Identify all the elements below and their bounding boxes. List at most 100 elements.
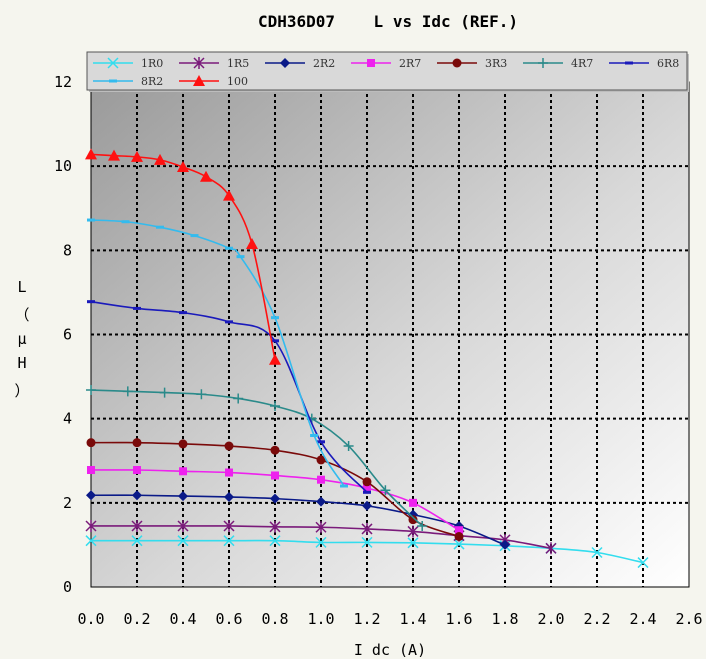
- data-point: [271, 316, 279, 320]
- x-tick-label: 0.6: [215, 610, 242, 628]
- data-point: [343, 441, 354, 452]
- legend-marker: [280, 58, 290, 68]
- data-point: [408, 515, 418, 525]
- legend-label: 1R5: [227, 57, 249, 70]
- data-point: [315, 536, 327, 548]
- data-point: [131, 535, 143, 547]
- x-tick-label: 2.6: [675, 610, 702, 628]
- data-point: [159, 387, 170, 398]
- data-point: [310, 434, 319, 437]
- data-point: [269, 353, 281, 365]
- legend-marker: [193, 57, 205, 69]
- data-point: [270, 445, 280, 455]
- series-group: [85, 148, 649, 569]
- y-axis-label-char: μ: [17, 330, 26, 348]
- data-point: [315, 521, 327, 534]
- data-point: [190, 234, 199, 238]
- legend-item-8R2: 8R2: [93, 75, 163, 88]
- legend-item-4R7: 4R7: [523, 57, 593, 70]
- legend-item-100: 100: [179, 75, 248, 88]
- data-point: [177, 519, 189, 532]
- data-point: [233, 393, 244, 404]
- x-axis-label: I dc (A): [354, 641, 426, 659]
- data-point: [271, 339, 279, 343]
- data-point: [177, 161, 189, 173]
- x-tick-label: 1.0: [307, 610, 334, 628]
- data-point: [154, 153, 166, 165]
- x-tick-label: 2.0: [537, 610, 564, 628]
- series-8R2: [87, 218, 348, 488]
- data-point: [178, 439, 188, 449]
- data-point: [316, 496, 326, 507]
- data-point: [223, 519, 235, 532]
- data-point: [223, 189, 235, 201]
- data-point: [131, 150, 143, 162]
- y-axis-label-char: L: [17, 278, 26, 296]
- data-point: [409, 498, 417, 507]
- y-tick-label: 10: [54, 157, 72, 175]
- axis-ticks: 0.0 0.2 0.4 0.6 0.8 1.0 1.2 1.4 1.6 1.8 2.0 2.2 2.4 2…: [54, 73, 703, 628]
- data-point: [177, 535, 189, 547]
- legend-label: 4R7: [571, 57, 593, 70]
- axis-labels: I dc (A) L （ μH ）: [14, 278, 426, 659]
- legend-item-2R2: 2R2: [265, 57, 335, 70]
- data-point: [108, 149, 120, 161]
- data-point: [317, 475, 325, 484]
- legend-marker: [452, 58, 462, 68]
- plot-area: [90, 81, 690, 588]
- data-point: [179, 311, 187, 315]
- data-point: [85, 148, 97, 160]
- data-point: [269, 520, 281, 533]
- data-point: [270, 401, 280, 412]
- x-tick-label: 0.4: [169, 610, 196, 628]
- x-tick-label: 1.8: [491, 610, 518, 628]
- data-point: [86, 490, 96, 501]
- legend-item-6R8: 6R8: [609, 57, 679, 70]
- legend-label: 100: [227, 75, 248, 88]
- data-point: [317, 440, 325, 444]
- series-100: [85, 148, 281, 365]
- legend-box: [86, 51, 688, 91]
- data-point: [179, 467, 187, 476]
- data-point: [340, 484, 348, 488]
- data-point: [133, 306, 141, 310]
- series-line-2R2: [90, 494, 506, 546]
- y-tick-label: 12: [54, 73, 72, 91]
- data-point: [122, 386, 133, 397]
- data-point: [85, 519, 97, 532]
- legend-label: 6R8: [657, 57, 679, 70]
- legend-label: 1R0: [141, 57, 163, 70]
- y-tick-label: 8: [63, 241, 72, 259]
- legend-marker: [193, 75, 205, 86]
- data-point: [453, 538, 465, 550]
- data-point: [363, 484, 371, 493]
- data-point: [196, 389, 207, 400]
- data-point: [223, 535, 235, 547]
- data-point: [362, 477, 372, 487]
- series-2R2: [86, 490, 510, 550]
- data-point: [269, 535, 281, 547]
- data-point: [131, 519, 143, 532]
- data-point: [407, 525, 419, 538]
- legend-item-1R5: 1R5: [179, 57, 249, 70]
- x-tick-label: 2.2: [583, 610, 610, 628]
- x-tick-label: 0.0: [77, 610, 104, 628]
- data-point: [87, 218, 95, 222]
- y-tick-label: 2: [63, 494, 72, 512]
- y-axis-label-char: （: [14, 306, 29, 324]
- data-point: [132, 438, 142, 448]
- data-point: [246, 238, 258, 250]
- data-point: [361, 536, 373, 548]
- legend-label: 3R3: [485, 57, 507, 70]
- data-point: [85, 535, 97, 547]
- data-point: [316, 455, 326, 465]
- data-point: [363, 490, 371, 494]
- data-point: [132, 490, 142, 501]
- data-point: [225, 320, 233, 324]
- series-3R3: [86, 438, 464, 541]
- data-point: [454, 532, 464, 541]
- y-tick-label: 0: [63, 578, 72, 596]
- data-point: [545, 542, 557, 555]
- data-point: [271, 471, 279, 480]
